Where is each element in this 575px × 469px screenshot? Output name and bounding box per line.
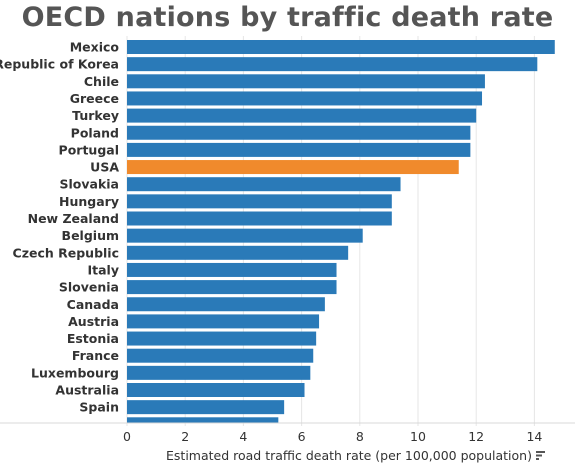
category-label: France xyxy=(72,348,119,363)
bar[interactable] xyxy=(127,400,285,415)
bar[interactable] xyxy=(127,40,555,54)
x-tick-label: 8 xyxy=(356,429,364,444)
category-label: Spain xyxy=(79,400,119,415)
bar[interactable] xyxy=(127,280,337,295)
category-label: New Zealand xyxy=(28,211,119,226)
bar[interactable] xyxy=(127,125,471,140)
bar[interactable] xyxy=(127,211,392,226)
x-tick-label: 14 xyxy=(526,429,542,444)
bar[interactable] xyxy=(127,365,311,380)
x-tick-label: 12 xyxy=(468,429,484,444)
bar[interactable] xyxy=(127,331,317,346)
category-label: Canada xyxy=(67,297,119,312)
chart-title: OECD nations by traffic death rate xyxy=(21,2,554,33)
category-label: Luxembourg xyxy=(31,365,119,380)
bar[interactable] xyxy=(127,160,459,175)
x-tick-label: 6 xyxy=(298,429,306,444)
bar[interactable] xyxy=(127,74,485,89)
bar[interactable] xyxy=(127,297,325,312)
bar[interactable] xyxy=(127,194,392,209)
category-label: Hungary xyxy=(59,194,119,209)
category-label: Mexico xyxy=(70,40,120,55)
category-label: Estonia xyxy=(67,331,119,346)
category-label: Belgium xyxy=(62,228,119,243)
category-label: Portugal xyxy=(59,142,119,157)
sort-descending-icon[interactable] xyxy=(536,451,545,460)
category-label: Turkey xyxy=(72,108,119,123)
bar[interactable] xyxy=(127,108,477,123)
bar[interactable] xyxy=(127,262,337,277)
bar[interactable] xyxy=(127,57,538,72)
category-label: Chile xyxy=(84,74,119,89)
x-axis-ticks: 0 2 4 6 8 10 12 14 xyxy=(123,429,542,444)
x-tick-label: 4 xyxy=(239,429,247,444)
bar-truncated[interactable] xyxy=(127,417,279,423)
bars xyxy=(127,40,555,423)
category-label: USA xyxy=(90,160,119,175)
bar[interactable] xyxy=(127,177,401,192)
bar[interactable] xyxy=(127,91,483,106)
category-label: Austria xyxy=(68,314,119,329)
category-label: Italy xyxy=(88,262,120,277)
bar[interactable] xyxy=(127,383,305,397)
category-label: Greece xyxy=(70,91,119,106)
category-label: Slovakia xyxy=(60,177,120,192)
x-tick-label: 2 xyxy=(181,429,189,444)
category-labels: Mexico Republic of Korea Chile Greece Turkey… xyxy=(0,40,119,415)
x-tick-label: 0 xyxy=(123,429,131,444)
bar[interactable] xyxy=(127,142,471,157)
category-label: Australia xyxy=(55,383,119,398)
x-tick-label: 10 xyxy=(410,429,426,444)
bar[interactable] xyxy=(127,314,320,329)
category-label: Poland xyxy=(71,125,119,140)
bar[interactable] xyxy=(127,348,314,363)
bar[interactable] xyxy=(127,245,349,260)
category-label: Slovenia xyxy=(59,280,119,295)
category-label: Czech Republic xyxy=(13,245,119,260)
x-axis-title: Estimated road traffic death rate (per 1… xyxy=(166,448,532,463)
bar[interactable] xyxy=(127,228,363,243)
category-label: Republic of Korea xyxy=(0,57,119,72)
